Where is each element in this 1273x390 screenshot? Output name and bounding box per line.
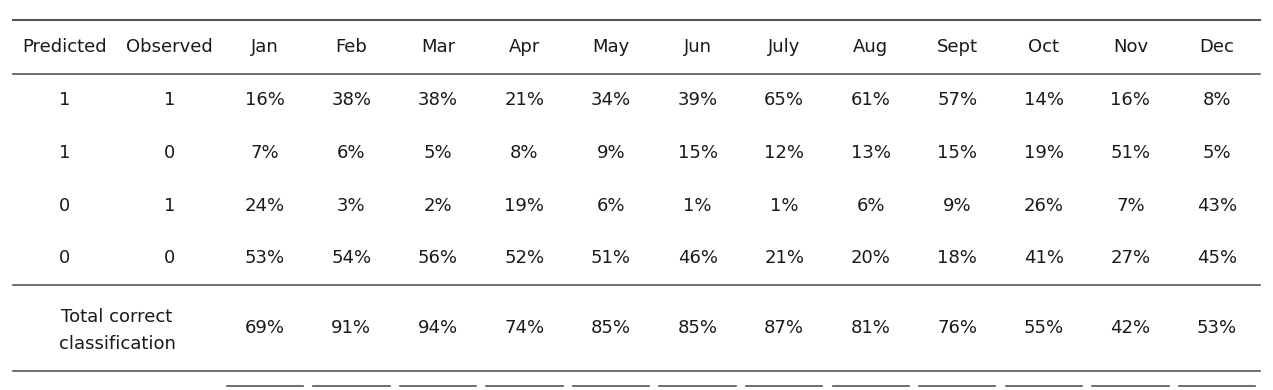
Text: classification: classification (59, 335, 176, 353)
Text: 18%: 18% (937, 249, 978, 268)
Text: 51%: 51% (1110, 144, 1151, 162)
Text: 55%: 55% (1023, 319, 1064, 337)
Text: Oct: Oct (1029, 38, 1059, 56)
Text: Observed: Observed (126, 38, 213, 56)
Text: 5%: 5% (1203, 144, 1231, 162)
Text: 65%: 65% (764, 91, 805, 110)
Text: 53%: 53% (1197, 319, 1237, 337)
Text: 16%: 16% (1110, 91, 1151, 110)
Text: 54%: 54% (331, 249, 372, 268)
Text: Apr: Apr (509, 38, 540, 56)
Text: 24%: 24% (244, 197, 285, 215)
Text: 5%: 5% (424, 144, 452, 162)
Text: 1%: 1% (684, 197, 712, 215)
Text: 43%: 43% (1197, 197, 1237, 215)
Text: 39%: 39% (677, 91, 718, 110)
Text: 6%: 6% (337, 144, 365, 162)
Text: 3%: 3% (337, 197, 365, 215)
Text: 16%: 16% (244, 91, 285, 110)
Text: 69%: 69% (244, 319, 285, 337)
Text: 42%: 42% (1110, 319, 1151, 337)
Text: Dec: Dec (1199, 38, 1235, 56)
Text: July: July (768, 38, 801, 56)
Text: 8%: 8% (1203, 91, 1231, 110)
Text: 12%: 12% (764, 144, 805, 162)
Text: 7%: 7% (251, 144, 279, 162)
Text: 1: 1 (164, 197, 174, 215)
Text: 21%: 21% (764, 249, 805, 268)
Text: 1: 1 (60, 144, 70, 162)
Text: 0: 0 (60, 249, 70, 268)
Text: Jan: Jan (251, 38, 279, 56)
Text: 0: 0 (164, 249, 174, 268)
Text: 9%: 9% (597, 144, 625, 162)
Text: 20%: 20% (850, 249, 891, 268)
Text: 81%: 81% (850, 319, 891, 337)
Text: 38%: 38% (418, 91, 458, 110)
Text: 8%: 8% (510, 144, 538, 162)
Text: 0: 0 (164, 144, 174, 162)
Text: 15%: 15% (677, 144, 718, 162)
Text: 57%: 57% (937, 91, 978, 110)
Text: 13%: 13% (850, 144, 891, 162)
Text: 38%: 38% (331, 91, 372, 110)
Text: 45%: 45% (1197, 249, 1237, 268)
Text: 52%: 52% (504, 249, 545, 268)
Text: 27%: 27% (1110, 249, 1151, 268)
Text: 51%: 51% (591, 249, 631, 268)
Text: 9%: 9% (943, 197, 971, 215)
Text: 85%: 85% (677, 319, 718, 337)
Text: 19%: 19% (1023, 144, 1064, 162)
Text: 26%: 26% (1023, 197, 1064, 215)
Text: 46%: 46% (677, 249, 718, 268)
Text: 2%: 2% (424, 197, 452, 215)
Text: 21%: 21% (504, 91, 545, 110)
Text: 6%: 6% (597, 197, 625, 215)
Text: 14%: 14% (1023, 91, 1064, 110)
Text: 56%: 56% (418, 249, 458, 268)
Text: Sept: Sept (937, 38, 978, 56)
Text: Feb: Feb (335, 38, 368, 56)
Text: Predicted: Predicted (23, 38, 107, 56)
Text: 34%: 34% (591, 91, 631, 110)
Text: 76%: 76% (937, 319, 978, 337)
Text: 6%: 6% (857, 197, 885, 215)
Text: 61%: 61% (850, 91, 891, 110)
Text: Jun: Jun (684, 38, 712, 56)
Text: 74%: 74% (504, 319, 545, 337)
Text: 87%: 87% (764, 319, 805, 337)
Text: Total correct: Total correct (61, 308, 173, 326)
Text: 41%: 41% (1023, 249, 1064, 268)
Text: Mar: Mar (421, 38, 454, 56)
Text: 19%: 19% (504, 197, 545, 215)
Text: 7%: 7% (1116, 197, 1144, 215)
Text: 15%: 15% (937, 144, 978, 162)
Text: May: May (592, 38, 630, 56)
Text: Nov: Nov (1113, 38, 1148, 56)
Text: 85%: 85% (591, 319, 631, 337)
Text: 94%: 94% (418, 319, 458, 337)
Text: 1: 1 (60, 91, 70, 110)
Text: 0: 0 (60, 197, 70, 215)
Text: 91%: 91% (331, 319, 372, 337)
Text: Aug: Aug (853, 38, 889, 56)
Text: 1%: 1% (770, 197, 798, 215)
Text: 1: 1 (164, 91, 174, 110)
Text: 53%: 53% (244, 249, 285, 268)
